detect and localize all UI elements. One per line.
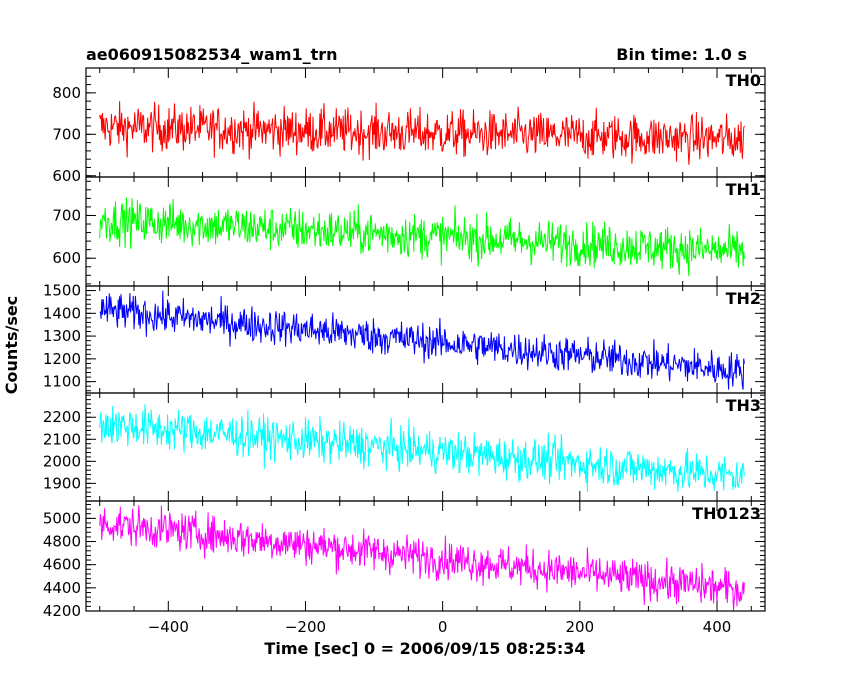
panel-name-th1: TH1 — [726, 180, 761, 199]
x-tick-label: 400 — [703, 618, 732, 636]
x-tick-label: 200 — [565, 618, 594, 636]
series-line-th2 — [99, 290, 745, 390]
y-tick-label: 5000 — [43, 509, 81, 527]
y-tick-label: 2100 — [43, 430, 81, 448]
y-tick-label: 4800 — [43, 533, 81, 551]
y-tick-label: 1900 — [43, 474, 81, 492]
x-axis-label: Time [sec] 0 = 2006/09/15 08:25:34 — [264, 639, 585, 658]
series-line-th0123 — [99, 505, 745, 612]
y-tick-label: 4400 — [43, 579, 81, 597]
y-tick-label: 4200 — [43, 602, 81, 620]
y-tick-label: 1500 — [43, 282, 81, 300]
x-axis: −400 −200 0 200 400 — [148, 618, 732, 636]
y-tick-label: 1100 — [43, 373, 81, 391]
panel-frame — [85, 392, 766, 502]
panel-th3: 1900 2000 2100 2200 TH3 — [43, 392, 766, 502]
panel-th2: 1100 1200 1300 1400 1500 TH2 — [43, 282, 766, 394]
y-tick-label: 700 — [52, 206, 81, 224]
series-line-th1 — [99, 197, 745, 277]
y-tick-label: 600 — [52, 167, 81, 185]
bin-time-label: Bin time: 1.0 s — [616, 45, 747, 64]
y-tick-label: 1200 — [43, 350, 81, 368]
y-tick-label: 700 — [52, 125, 81, 143]
panel-name-th0: TH0 — [726, 71, 761, 90]
y-tick-label: 1400 — [43, 304, 81, 322]
y-tick-label: 2000 — [43, 452, 81, 470]
x-tick-label: −200 — [285, 618, 326, 636]
series-line-th3 — [99, 404, 745, 492]
y-tick-label: 800 — [52, 84, 81, 102]
y-tick-label: 600 — [52, 249, 81, 267]
y-tick-label: 4600 — [43, 556, 81, 574]
x-tick-label: 0 — [438, 618, 448, 636]
panel-frame — [85, 500, 766, 612]
panel-name-th0123: TH0123 — [692, 504, 761, 523]
y-tick-label: 1300 — [43, 327, 81, 345]
panel-frame — [85, 285, 766, 394]
panels-group: 600 700 800 TH0 600 700 TH1 1100 1200 1300 1400 150… — [43, 67, 766, 620]
panel-th0: 600 700 800 TH0 — [52, 67, 766, 185]
x-tick-label: −400 — [148, 618, 189, 636]
chart-title: ae060915082534_wam1_trn — [86, 45, 338, 64]
panel-th1: 600 700 TH1 — [52, 176, 766, 287]
panel-th0123: 4200 4400 4600 4800 5000 TH0123 — [43, 500, 766, 620]
panel-name-th2: TH2 — [726, 289, 761, 308]
y-axis-label: Counts/sec — [2, 296, 21, 394]
panel-name-th3: TH3 — [726, 396, 761, 415]
series-line-th0 — [99, 101, 745, 165]
y-tick-label: 2200 — [43, 408, 81, 426]
